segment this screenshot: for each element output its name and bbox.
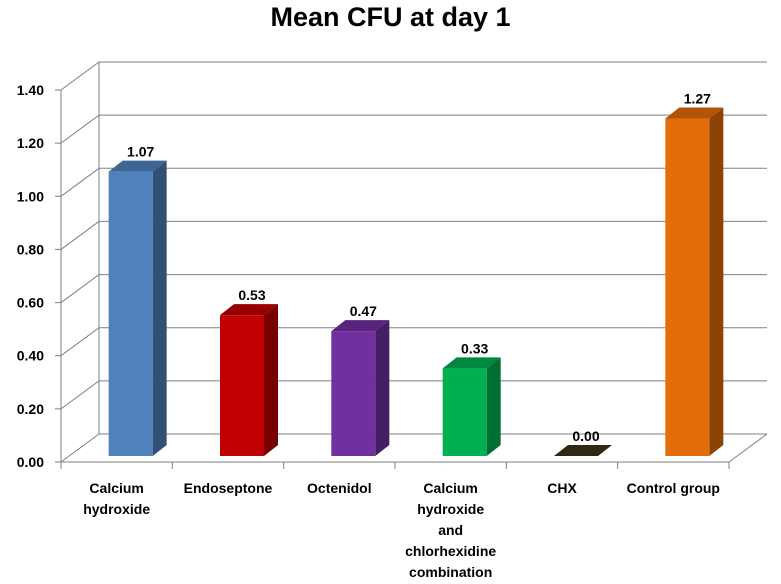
bars xyxy=(108,107,724,457)
y-tick-label: 0.00 xyxy=(17,454,44,470)
gridline xyxy=(60,114,767,144)
bar xyxy=(331,320,390,456)
bar-side xyxy=(375,320,390,456)
category-label: Octenidol xyxy=(307,480,372,496)
bar xyxy=(108,160,167,456)
bar-top xyxy=(331,320,390,332)
gridline xyxy=(60,433,767,463)
bar-front xyxy=(220,315,264,456)
y-tick-label: 0.40 xyxy=(17,348,44,364)
y-tick-label: 1.20 xyxy=(17,135,44,151)
bar-top xyxy=(554,445,612,456)
category-label: Calcium hydroxide and chlorhexidine combinat… xyxy=(405,480,496,580)
data-label: 1.27 xyxy=(684,91,711,107)
bar xyxy=(665,107,724,457)
bar-side xyxy=(486,357,501,456)
category-label: Calcium hydroxide xyxy=(83,480,150,517)
bar-top xyxy=(220,304,278,316)
gridlines xyxy=(55,61,768,469)
category-label: Endoseptone xyxy=(184,480,273,496)
y-tick-label: 0.60 xyxy=(17,295,44,311)
bar xyxy=(220,304,278,456)
category-labels: Calcium hydroxide Endoseptone Octenidol Calc… xyxy=(83,480,720,580)
floor-right-edge xyxy=(728,433,768,463)
data-labels: 1.07 0.53 0.47 0.33 0.00 1.27 xyxy=(127,91,711,444)
gridline xyxy=(60,220,767,250)
y-tick-label: 0.80 xyxy=(17,241,44,257)
category-label: Control group xyxy=(627,480,720,496)
bar-front xyxy=(665,118,710,457)
chart-title: Mean CFU at day 1 xyxy=(270,2,511,32)
bar-side xyxy=(709,107,724,457)
gridline xyxy=(60,167,767,197)
bar-top xyxy=(665,107,724,119)
gridline xyxy=(60,380,767,410)
bar-side xyxy=(152,160,167,456)
y-tick-label: 1.40 xyxy=(17,82,44,98)
data-label: 0.33 xyxy=(461,340,488,356)
bar-front xyxy=(108,171,153,456)
category-label: CHX xyxy=(547,480,577,496)
bar xyxy=(554,445,612,456)
y-tick-label: 1.00 xyxy=(17,188,44,204)
gridline xyxy=(60,327,767,357)
bar-front xyxy=(331,331,376,456)
gridline xyxy=(60,274,767,303)
y-axis-ticks: 0.00 0.20 0.40 0.60 0.80 1.00 1.20 1.40 xyxy=(17,82,44,470)
bar-top xyxy=(442,357,501,369)
bar xyxy=(442,357,501,456)
data-label: 0.00 xyxy=(572,428,599,444)
bar-front xyxy=(442,368,487,456)
y-tick-label: 0.20 xyxy=(17,401,44,417)
data-label: 0.53 xyxy=(238,287,265,303)
data-label: 1.07 xyxy=(127,144,154,160)
data-label: 0.47 xyxy=(350,303,377,319)
gridline xyxy=(60,61,767,91)
bar-top xyxy=(108,160,167,172)
bar-side xyxy=(264,304,278,456)
